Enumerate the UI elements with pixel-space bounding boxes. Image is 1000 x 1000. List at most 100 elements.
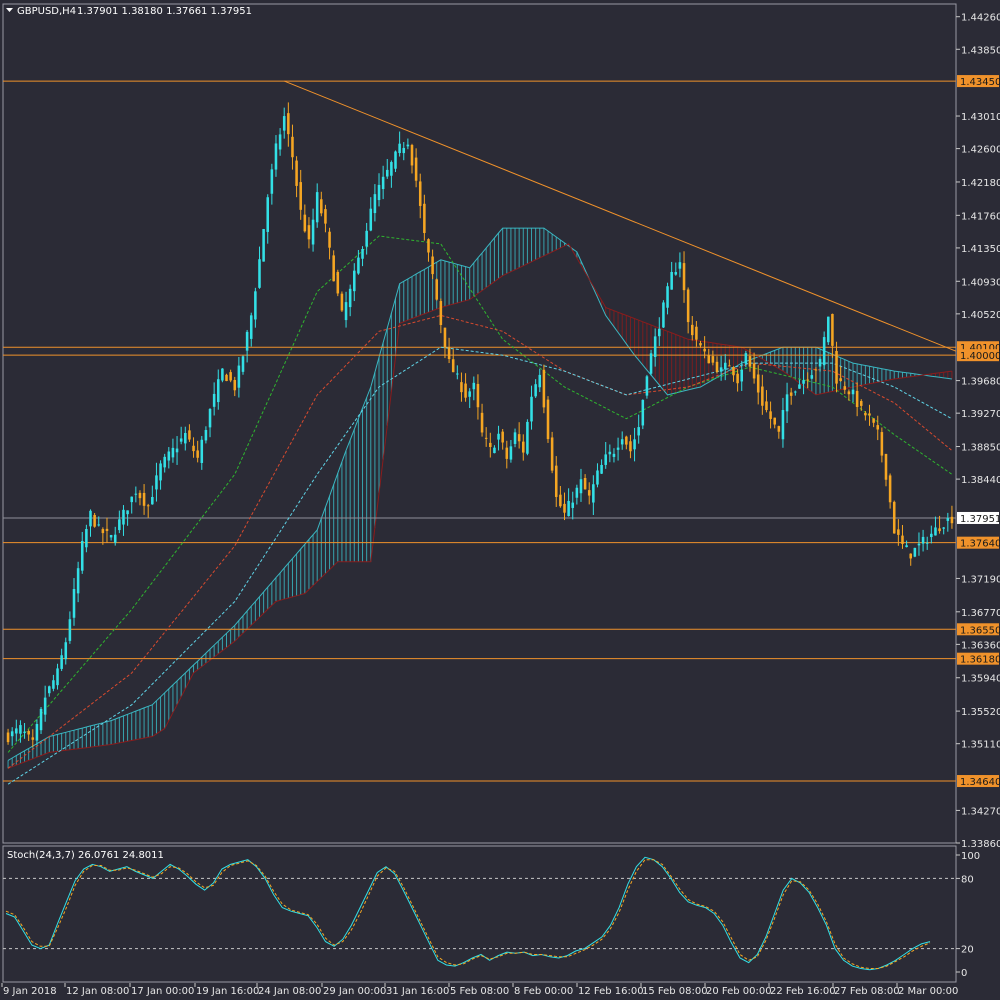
candle-body	[645, 376, 649, 396]
candle-body	[538, 374, 542, 388]
candle-body	[596, 470, 599, 485]
candle-body	[864, 412, 867, 416]
candle-body	[942, 527, 945, 529]
candle-body	[377, 184, 381, 201]
time-tick-label: 27 Feb 08:00	[834, 986, 900, 997]
candle-body	[464, 383, 467, 398]
candle-body	[216, 379, 220, 403]
candle-body	[311, 219, 315, 245]
candle-body	[505, 447, 509, 459]
candle-body	[159, 463, 162, 481]
price-tick-label: 1.35110	[961, 740, 1000, 751]
price-level-label: 1.36180	[960, 655, 1000, 666]
price-tick-label: 1.33860	[961, 839, 1000, 850]
candle-body	[64, 642, 68, 660]
candle-body	[163, 456, 166, 468]
candle-body	[534, 384, 537, 397]
candle-body	[196, 450, 199, 458]
candle-body	[291, 136, 294, 158]
candle-body	[456, 373, 459, 375]
time-tick-label: 24 Jan 08:00	[258, 986, 321, 997]
candle-body	[818, 358, 822, 367]
candle-body	[258, 259, 261, 288]
candle-body	[171, 447, 175, 458]
candle-body	[118, 519, 121, 531]
candle-body	[752, 363, 756, 379]
candle-body	[10, 731, 14, 737]
candle-body	[876, 425, 880, 430]
stoch-panel-frame	[2, 845, 957, 983]
price-tick-label: 1.34270	[961, 806, 1000, 817]
price-level-label: 1.43450	[960, 77, 1000, 88]
candle-body	[884, 453, 888, 480]
price-level-tag	[957, 775, 999, 788]
candle-body	[406, 144, 410, 147]
candle-body	[748, 356, 752, 367]
candle-body	[690, 324, 694, 336]
candle-body	[855, 390, 859, 407]
candle-body	[880, 432, 884, 456]
candle-body	[925, 542, 929, 544]
candle-body	[431, 256, 434, 275]
candle-body	[781, 410, 785, 440]
candle-body	[344, 302, 348, 321]
candle-body	[332, 255, 335, 282]
candle-body	[707, 355, 711, 364]
price-level-label: 1.34640	[960, 777, 1000, 788]
candle-body	[732, 367, 735, 376]
candle-body	[353, 270, 356, 292]
candle-body	[827, 316, 830, 343]
price-tick-label: 1.39680	[961, 377, 1000, 388]
candle-body	[320, 199, 323, 214]
candle-body	[35, 724, 39, 741]
candle-body	[369, 208, 373, 231]
price-tick-label: 1.40520	[961, 310, 1000, 321]
price-tick-label: 1.43850	[961, 45, 1000, 56]
candle-body	[15, 728, 18, 734]
moving-average-line-1	[7, 314, 953, 769]
candle-body	[839, 378, 842, 381]
price-tick-label: 1.38440	[961, 475, 1000, 486]
candle-body	[435, 279, 438, 300]
candle-body	[113, 534, 117, 543]
candle-body	[254, 291, 257, 320]
candle-body	[443, 327, 447, 348]
candle-body	[550, 437, 554, 471]
candle-body	[513, 432, 517, 444]
price-tick-label: 1.36360	[961, 640, 1000, 651]
candle-body	[287, 113, 290, 135]
candle-body	[484, 437, 488, 439]
candle-body	[212, 393, 216, 407]
candle-body	[390, 162, 393, 176]
candle-body	[221, 368, 224, 381]
candle-body	[769, 411, 772, 419]
candle-body	[637, 427, 640, 436]
candle-body	[723, 362, 727, 370]
candle-body	[23, 731, 26, 733]
time-tick-label: 15 Feb 08:00	[642, 986, 708, 997]
candle-body	[204, 429, 208, 441]
candle-body	[270, 169, 274, 194]
candle-body	[897, 529, 900, 535]
candle-body	[134, 493, 138, 495]
candle-body	[468, 391, 471, 397]
price-tick-label: 1.44260	[961, 13, 1000, 24]
price-tick-label: 1.42600	[961, 145, 1000, 156]
candle-body	[373, 194, 377, 214]
candle-body	[777, 426, 781, 432]
candle-body	[719, 367, 723, 372]
candle-body	[608, 451, 612, 455]
candle-body	[423, 203, 426, 233]
price-level-tag	[957, 536, 999, 549]
candle-body	[625, 436, 628, 445]
candle-body	[138, 492, 142, 499]
candle-body	[888, 475, 892, 503]
candle-body	[686, 289, 690, 323]
candle-body	[633, 439, 636, 450]
candle-body	[427, 239, 430, 253]
symbol-dropdown-icon[interactable]	[6, 8, 13, 12]
candle-body	[736, 373, 739, 384]
candle-body	[80, 540, 84, 571]
candle-body	[361, 248, 364, 259]
candle-body	[851, 389, 855, 395]
